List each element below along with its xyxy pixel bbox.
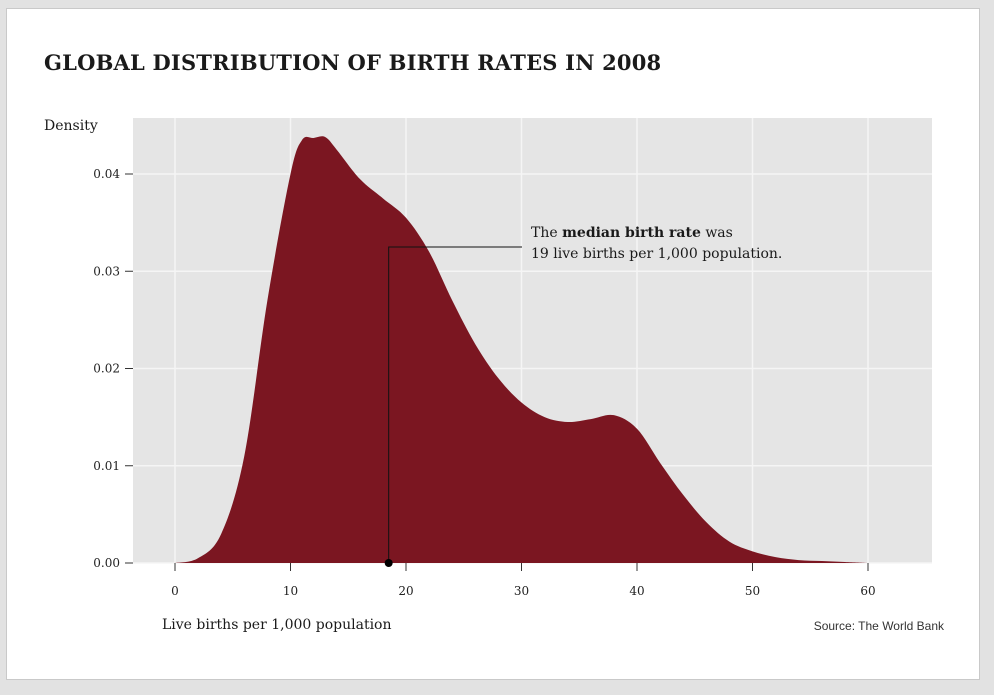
y-tick-label: 0.00 [93,556,120,570]
x-tick-label: 20 [398,584,413,598]
chart-title: GLOBAL DISTRIBUTION OF BIRTH RATES IN 20… [44,50,662,75]
y-axis-label: Density [44,118,98,134]
annotation-text-post: was [700,225,733,241]
x-tick-label: 40 [629,584,644,598]
annotation-text-bold: median birth rate [562,225,701,241]
y-tick-label: 0.03 [93,264,120,278]
x-axis-ticks: 0 10 20 30 40 50 60 [171,563,876,598]
source-note: Source: The World Bank [813,619,944,633]
x-axis-label: Live births per 1,000 population [162,617,392,633]
median-marker [384,559,393,567]
y-tick-label: 0.02 [93,362,120,376]
x-tick-label: 60 [860,584,875,598]
x-tick-label: 50 [745,584,760,598]
median-leader-line [388,246,522,563]
x-tick-label: 30 [514,584,529,598]
density-area [175,136,868,563]
y-axis-ticks: 0.00 0.01 0.02 0.03 0.04 [93,167,133,570]
y-tick-label: 0.01 [93,459,120,473]
annotation-text-pre: The [531,225,563,241]
x-tick-label: 10 [283,584,298,598]
x-tick-label: 0 [171,584,179,598]
y-tick-label: 0.04 [93,167,120,181]
annotation-text-line2: 19 live births per 1,000 population. [531,246,783,262]
median-annotation: The median birth rate was 19 live births… [531,223,782,265]
